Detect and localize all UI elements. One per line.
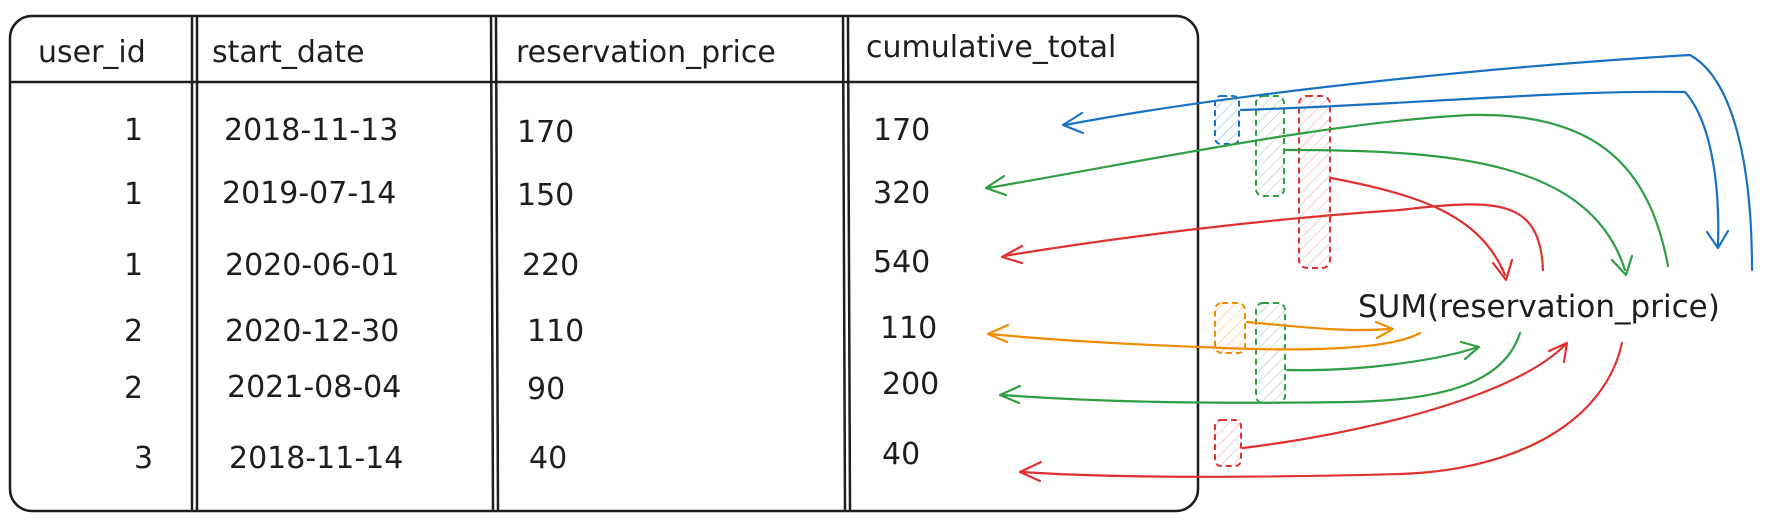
arrow-blue-in-head bbox=[1705, 229, 1730, 250]
cell-reservation-price: 40 bbox=[529, 441, 567, 476]
arrow-green2-out bbox=[1000, 331, 1522, 404]
window-frames bbox=[1214, 95, 1331, 467]
column-header-cumulative-total: cumulative_total bbox=[866, 30, 1116, 65]
column-header-reservation-price: reservation_price bbox=[516, 35, 776, 70]
arrow-blue-out bbox=[1063, 53, 1754, 272]
arrow-green-out-head bbox=[984, 174, 1008, 197]
cell-reservation-price: 110 bbox=[527, 314, 584, 349]
cell-user-id: 2 bbox=[124, 371, 143, 406]
arrow-green2-in-head bbox=[1459, 340, 1481, 361]
arrows bbox=[984, 53, 1754, 483]
window-frame-green-2 bbox=[1255, 302, 1286, 404]
window-frame-orange bbox=[1214, 302, 1246, 354]
table-frame bbox=[8, 14, 1200, 513]
table-row: 2 2021-08-04 90 200 bbox=[124, 367, 939, 407]
cell-start-date: 2018-11-14 bbox=[229, 441, 403, 476]
cell-start-date: 2020-06-01 bbox=[225, 248, 399, 283]
arrow-red-in-head bbox=[1491, 258, 1514, 282]
arrow-green2-in bbox=[1285, 345, 1480, 372]
table-body: 1 2018-11-13 170 170 1 2019-07-14 150 32… bbox=[124, 113, 939, 476]
window-frame-green bbox=[1255, 95, 1285, 197]
arrow-orange-in-head bbox=[1374, 320, 1395, 340]
arrow-green-in-head bbox=[1610, 254, 1634, 277]
table-row: 1 2020-06-01 220 540 bbox=[124, 245, 930, 283]
cell-cumulative-total: 40 bbox=[882, 437, 920, 472]
table-row: 2 2020-12-30 110 110 bbox=[124, 311, 937, 349]
column-header-start-date: start_date bbox=[212, 35, 365, 70]
cell-start-date: 2018-11-13 bbox=[224, 113, 398, 148]
arrow-orange-out-head bbox=[986, 323, 1010, 344]
cell-user-id: 2 bbox=[124, 314, 143, 349]
cell-user-id: 1 bbox=[124, 248, 143, 283]
table-row: 3 2018-11-14 40 40 bbox=[134, 437, 920, 476]
arrow-red2-in-head bbox=[1547, 341, 1569, 364]
cell-user-id: 1 bbox=[124, 177, 143, 212]
column-header-user-id: user_id bbox=[38, 35, 146, 70]
cell-user-id: 1 bbox=[124, 113, 143, 148]
window-frame-blue bbox=[1214, 95, 1240, 145]
cell-cumulative-total: 200 bbox=[882, 367, 939, 402]
cell-cumulative-total: 320 bbox=[873, 176, 930, 211]
cell-start-date: 2021-08-04 bbox=[227, 370, 401, 405]
arrow-green-out bbox=[986, 113, 1670, 268]
cell-cumulative-total: 110 bbox=[880, 311, 937, 346]
window-frame-red-2 bbox=[1214, 419, 1242, 467]
arrow-red2-in bbox=[1241, 343, 1567, 450]
cell-reservation-price: 220 bbox=[522, 248, 579, 283]
arrow-blue-out-head bbox=[1061, 111, 1085, 135]
cell-reservation-price: 150 bbox=[517, 178, 574, 213]
window-frame-red bbox=[1298, 95, 1331, 269]
cell-start-date: 2020-12-30 bbox=[225, 314, 399, 349]
cell-cumulative-total: 170 bbox=[873, 113, 930, 148]
arrow-orange-in bbox=[1245, 320, 1392, 332]
table-row: 1 2018-11-13 170 170 bbox=[124, 113, 930, 150]
arrow-green-in bbox=[1283, 148, 1627, 272]
arrow-red2-out-head bbox=[1018, 460, 1043, 483]
arrow-green2-out-head bbox=[998, 384, 1022, 405]
sum-function-label: SUM(reservation_price) bbox=[1358, 289, 1720, 325]
arrow-red-out-head bbox=[1000, 244, 1024, 265]
table-header: user_id start_date reservation_price cum… bbox=[38, 30, 1116, 70]
arrow-red-out bbox=[1002, 203, 1545, 272]
arrow-red2-out bbox=[1020, 341, 1624, 478]
cell-reservation-price: 90 bbox=[527, 372, 565, 407]
cell-reservation-price: 170 bbox=[517, 115, 574, 150]
table-row: 1 2019-07-14 150 320 bbox=[124, 176, 930, 213]
arrow-blue-in bbox=[1239, 90, 1720, 247]
cell-cumulative-total: 540 bbox=[873, 245, 930, 280]
cell-start-date: 2019-07-14 bbox=[222, 176, 396, 211]
cell-user-id: 3 bbox=[134, 441, 153, 476]
arrow-orange-out bbox=[988, 331, 1422, 351]
arrow-red-in bbox=[1329, 176, 1507, 277]
